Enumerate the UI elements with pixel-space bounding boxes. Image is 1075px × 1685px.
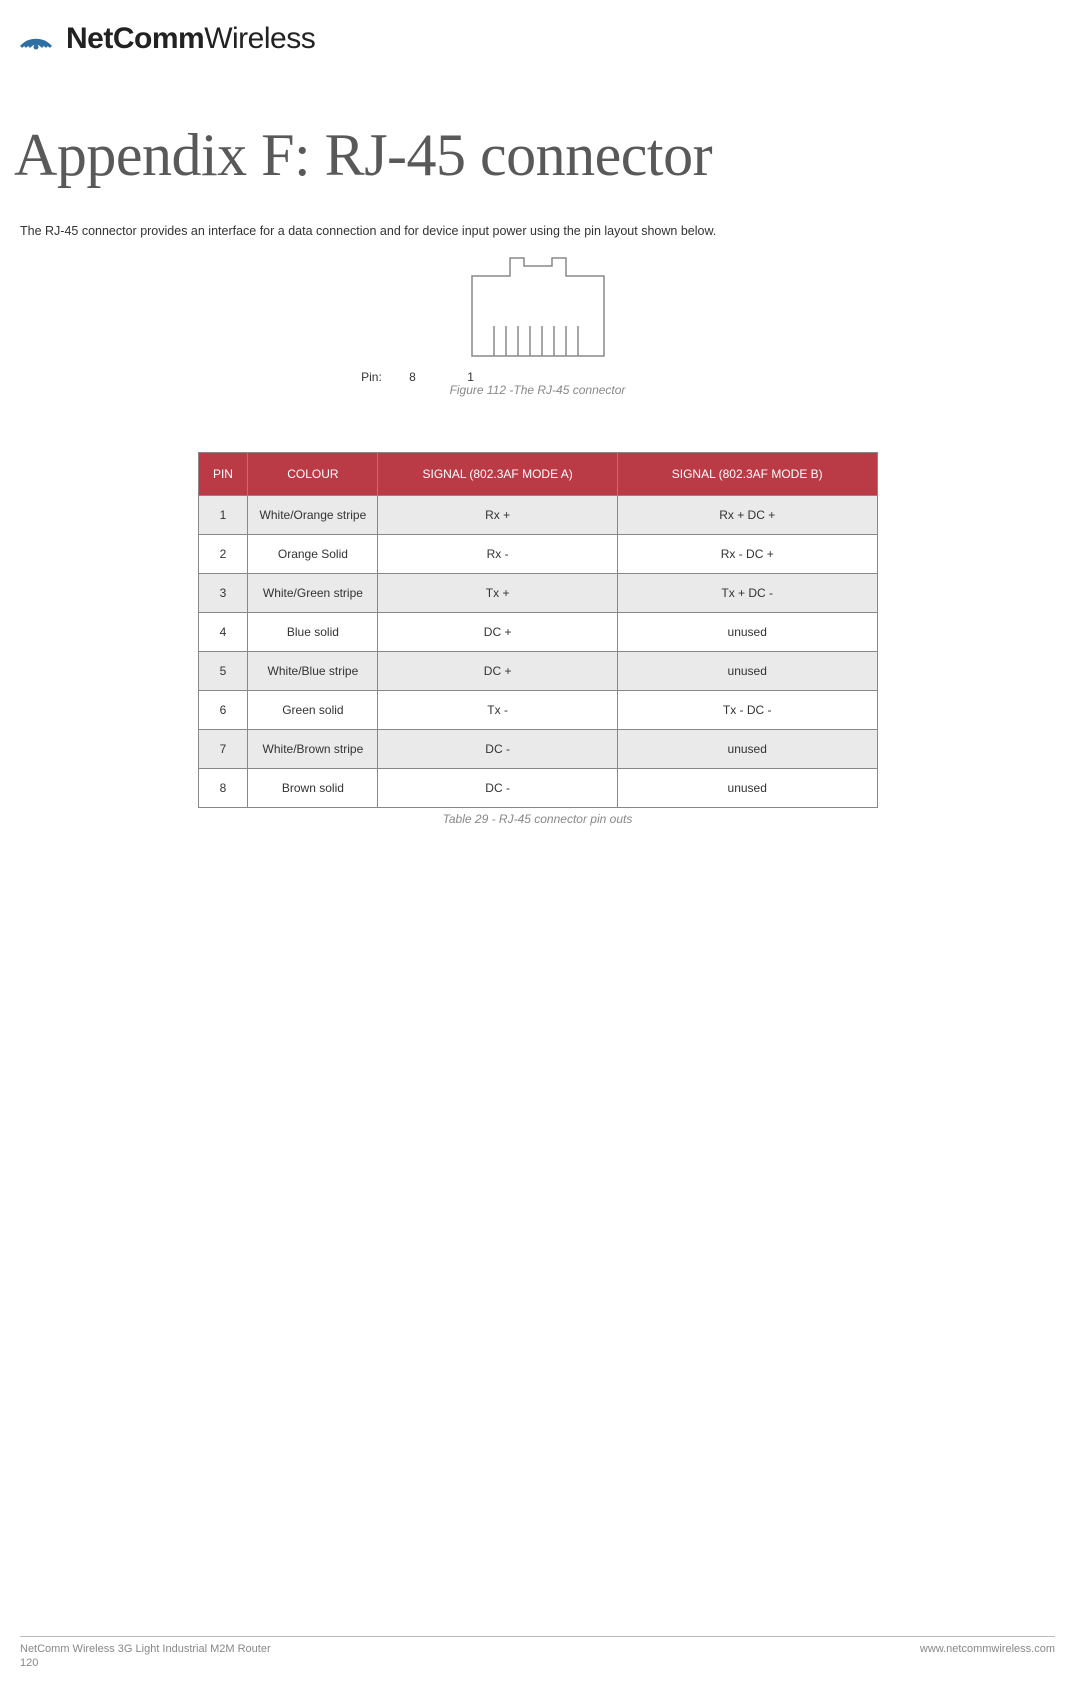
cell-sigb: unused — [617, 730, 877, 769]
rj45-connector-icon — [468, 252, 608, 365]
brand-name-light: Wireless — [204, 22, 315, 55]
pin-label-row: Pin: 8 1 — [20, 368, 1055, 386]
page: NetCommWireless Appendix F: RJ-45 connec… — [0, 0, 1075, 1685]
cell-colour: Orange Solid — [248, 535, 378, 574]
page-footer: NetComm Wireless 3G Light Industrial M2M… — [20, 1636, 1055, 1669]
cell-pin: 4 — [198, 613, 248, 652]
table-caption: Table 29 - RJ-45 connector pin outs — [198, 812, 878, 826]
pin-label-1: 1 — [467, 370, 474, 384]
brand-header: NetCommWireless — [16, 16, 1055, 61]
cell-siga: Rx + — [378, 496, 618, 535]
col-header-colour: COLOUR — [248, 453, 378, 496]
table-row: 1 White/Orange stripe Rx + Rx + DC + — [198, 496, 877, 535]
cell-siga: Rx - — [378, 535, 618, 574]
cell-pin: 3 — [198, 574, 248, 613]
cell-sigb: unused — [617, 613, 877, 652]
footer-left: NetComm Wireless 3G Light Industrial M2M… — [20, 1643, 271, 1655]
brand-logo-icon — [16, 16, 56, 61]
pin-label-8: 8 — [409, 370, 416, 384]
brand-name-bold: NetComm — [66, 22, 204, 55]
page-number: 120 — [20, 1657, 1055, 1669]
col-header-pin: PIN — [198, 453, 248, 496]
table-header-row: PIN COLOUR SIGNAL (802.3AF MODE A) SIGNA… — [198, 453, 877, 496]
cell-sigb: Rx + DC + — [617, 496, 877, 535]
cell-pin: 7 — [198, 730, 248, 769]
cell-sigb: Rx - DC + — [617, 535, 877, 574]
table-row: 5 White/Blue stripe DC + unused — [198, 652, 877, 691]
col-header-sigb: SIGNAL (802.3AF MODE B) — [617, 453, 877, 496]
cell-colour: Brown solid — [248, 769, 378, 808]
cell-pin: 1 — [198, 496, 248, 535]
table-row: 2 Orange Solid Rx - Rx - DC + — [198, 535, 877, 574]
cell-pin: 8 — [198, 769, 248, 808]
col-header-siga: SIGNAL (802.3AF MODE A) — [378, 453, 618, 496]
cell-colour: White/Blue stripe — [248, 652, 378, 691]
table-row: 6 Green solid Tx - Tx - DC - — [198, 691, 877, 730]
cell-pin: 5 — [198, 652, 248, 691]
footer-rule — [20, 1636, 1055, 1637]
cell-sigb: unused — [617, 769, 877, 808]
intro-text: The RJ-45 connector provides an interfac… — [20, 224, 1055, 238]
cell-siga: DC - — [378, 769, 618, 808]
cell-colour: Green solid — [248, 691, 378, 730]
cell-siga: DC + — [378, 652, 618, 691]
table-row: 4 Blue solid DC + unused — [198, 613, 877, 652]
brand-name: NetCommWireless — [66, 22, 315, 56]
cell-sigb: Tx - DC - — [617, 691, 877, 730]
pin-table: PIN COLOUR SIGNAL (802.3AF MODE A) SIGNA… — [198, 452, 878, 808]
cell-pin: 6 — [198, 691, 248, 730]
cell-pin: 2 — [198, 535, 248, 574]
table-row: 8 Brown solid DC - unused — [198, 769, 877, 808]
cell-colour: Blue solid — [248, 613, 378, 652]
footer-row: NetComm Wireless 3G Light Industrial M2M… — [20, 1643, 1055, 1655]
table-body: 1 White/Orange stripe Rx + Rx + DC + 2 O… — [198, 496, 877, 808]
table-row: 3 White/Green stripe Tx + Tx + DC - — [198, 574, 877, 613]
pin-table-wrap: PIN COLOUR SIGNAL (802.3AF MODE A) SIGNA… — [198, 452, 878, 826]
pin-label-text: Pin: — [361, 370, 382, 384]
cell-siga: Tx - — [378, 691, 618, 730]
footer-right: www.netcommwireless.com — [920, 1643, 1055, 1655]
figure-block: Pin: 8 1 Figure 112 -The RJ-45 connector — [20, 252, 1055, 397]
cell-colour: White/Orange stripe — [248, 496, 378, 535]
cell-sigb: unused — [617, 652, 877, 691]
cell-colour: White/Green stripe — [248, 574, 378, 613]
cell-siga: DC + — [378, 613, 618, 652]
table-row: 7 White/Brown stripe DC - unused — [198, 730, 877, 769]
cell-colour: White/Brown stripe — [248, 730, 378, 769]
cell-siga: Tx + — [378, 574, 618, 613]
cell-siga: DC - — [378, 730, 618, 769]
page-title: Appendix F: RJ-45 connector — [14, 121, 1055, 190]
cell-sigb: Tx + DC - — [617, 574, 877, 613]
